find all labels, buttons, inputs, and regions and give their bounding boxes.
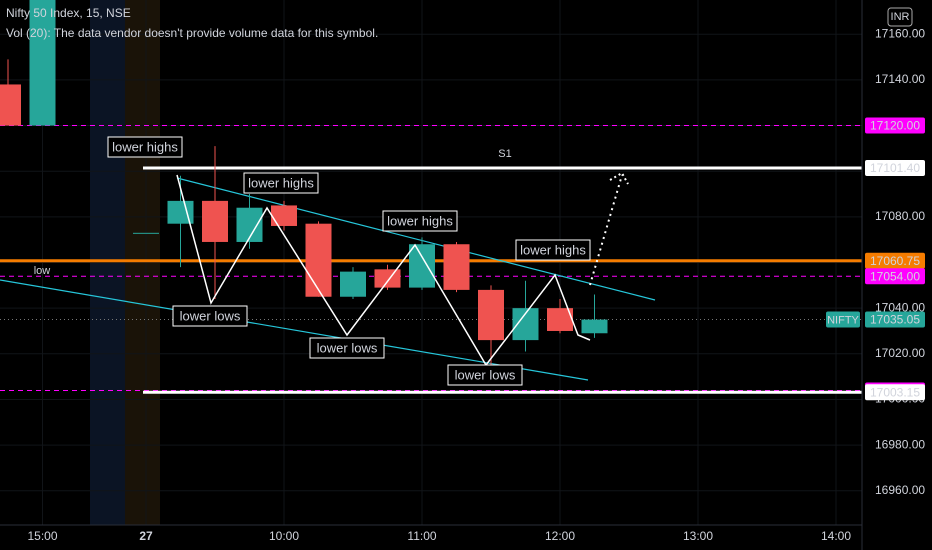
y-tick-label: 17140.00 [875, 72, 925, 86]
level-text: S1 [498, 148, 511, 160]
candle-body [443, 244, 470, 290]
annotation: lower lows [317, 340, 378, 355]
annotation-box [382, 210, 458, 232]
arrow-head [609, 171, 629, 185]
annotation: low [34, 265, 51, 277]
currency-box[interactable] [887, 7, 913, 27]
annotation-box [515, 239, 591, 261]
price-label: 17060.75 [870, 254, 920, 268]
y-tick-label: 17040.00 [875, 300, 925, 314]
price-label-box [865, 268, 925, 285]
price-label-box [865, 160, 925, 176]
price-label-box [865, 252, 925, 269]
price-label: 17120.00 [870, 119, 920, 133]
annotation-box [172, 305, 248, 327]
candle-body [374, 269, 401, 288]
y-tick-label: 16960.00 [875, 483, 925, 497]
candle-body [167, 200, 194, 224]
annotation-box [309, 337, 385, 359]
projection-arrow [589, 174, 623, 286]
annotation: lower highs [112, 139, 178, 154]
chart-title: Nifty 50 Index, 15, NSE [6, 6, 131, 20]
candle-body [133, 232, 159, 234]
candle-body [340, 271, 366, 297]
currency[interactable]: INR [891, 11, 910, 23]
x-tick-label: 15:00 [27, 529, 57, 543]
annotation-box [107, 136, 183, 158]
price-label: 17054.00 [870, 269, 920, 283]
annotation-box [447, 364, 523, 386]
x-tick-label: 10:00 [269, 529, 299, 543]
annotation: lower lows [180, 308, 241, 323]
annotation-box [243, 172, 319, 194]
axes: 16960.0016980.0017000.0017020.0017040.00… [27, 26, 925, 543]
price-label: 17101.40 [870, 161, 920, 175]
symbol-label: NIFTY [827, 314, 859, 326]
candle-body [29, 0, 56, 126]
price-label-box [865, 117, 925, 134]
price-label: 17003.15 [870, 385, 920, 399]
symbol-label-box [826, 311, 860, 328]
candle-body [271, 205, 297, 226]
price-label-box [865, 384, 925, 401]
y-tick-label: 17160.00 [875, 26, 925, 40]
trend-line [176, 177, 656, 301]
x-tick-label: 14:00 [821, 529, 851, 543]
candle-body [202, 200, 228, 242]
annotation: lower highs [248, 175, 314, 190]
y-tick-label: 17020.00 [875, 346, 925, 360]
x-tick-label: 13:00 [683, 529, 713, 543]
y-tick-label: 16980.00 [875, 437, 925, 451]
trend-line [0, 279, 589, 381]
candle-body [0, 84, 21, 126]
annotations: lower highs lower highs lower highs lower h… [34, 136, 591, 386]
zigzag [176, 174, 591, 367]
x-tick-label: 11:00 [407, 529, 436, 543]
price-label: 17035.05 [870, 313, 920, 327]
chart-subtitle: Vol (20): The data vendor doesn't provid… [6, 26, 378, 40]
x-tick-label: 27 [139, 529, 153, 543]
annotation: lower highs [520, 242, 586, 257]
y-tick-label: 17080.00 [875, 209, 925, 223]
annotation: lower highs [387, 213, 453, 228]
candle-body [547, 308, 573, 331]
x-tick-label: 12:00 [545, 529, 575, 543]
candle-body [478, 289, 504, 341]
price-label-box [865, 311, 925, 328]
annotation: lower lows [455, 367, 516, 382]
candle-body [409, 244, 435, 288]
candle-body [581, 319, 608, 334]
candle-body [305, 223, 332, 297]
